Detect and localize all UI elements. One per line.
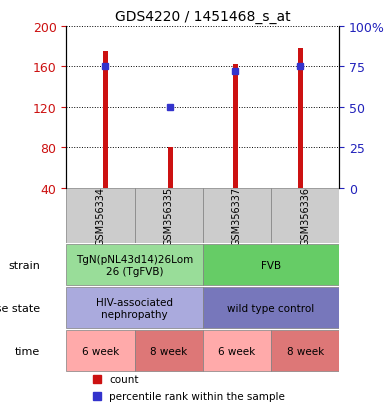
Bar bbox=[103, 52, 108, 188]
Bar bbox=[135, 330, 203, 372]
Text: 8 week: 8 week bbox=[287, 346, 324, 356]
Text: GSM356334: GSM356334 bbox=[96, 187, 105, 245]
Text: TgN(pNL43d14)26Lom
26 (TgFVB): TgN(pNL43d14)26Lom 26 (TgFVB) bbox=[76, 254, 193, 276]
Text: wild type control: wild type control bbox=[227, 303, 315, 313]
Bar bbox=[203, 287, 339, 329]
Bar bbox=[66, 330, 135, 372]
Bar bbox=[66, 188, 135, 244]
Bar bbox=[66, 287, 203, 329]
Bar bbox=[271, 330, 339, 372]
Bar bbox=[203, 244, 339, 286]
Text: count: count bbox=[109, 374, 139, 384]
Text: GSM356335: GSM356335 bbox=[164, 187, 174, 245]
Title: GDS4220 / 1451468_s_at: GDS4220 / 1451468_s_at bbox=[115, 10, 291, 24]
Bar bbox=[233, 65, 238, 188]
Bar bbox=[135, 188, 203, 244]
Bar bbox=[203, 330, 271, 372]
Text: 6 week: 6 week bbox=[82, 346, 119, 356]
Text: HIV-associated
nephropathy: HIV-associated nephropathy bbox=[96, 297, 173, 319]
Text: GSM356336: GSM356336 bbox=[300, 187, 310, 245]
Bar bbox=[203, 188, 271, 244]
Text: percentile rank within the sample: percentile rank within the sample bbox=[109, 391, 285, 401]
Bar bbox=[168, 148, 173, 188]
Text: GSM356337: GSM356337 bbox=[232, 187, 242, 245]
Bar bbox=[66, 244, 203, 286]
Bar bbox=[298, 49, 303, 188]
Bar bbox=[271, 188, 339, 244]
Text: time: time bbox=[15, 346, 41, 356]
Text: FVB: FVB bbox=[261, 260, 281, 270]
Text: 8 week: 8 week bbox=[150, 346, 187, 356]
Text: 6 week: 6 week bbox=[218, 346, 255, 356]
Text: strain: strain bbox=[9, 260, 41, 270]
Text: disease state: disease state bbox=[0, 303, 41, 313]
